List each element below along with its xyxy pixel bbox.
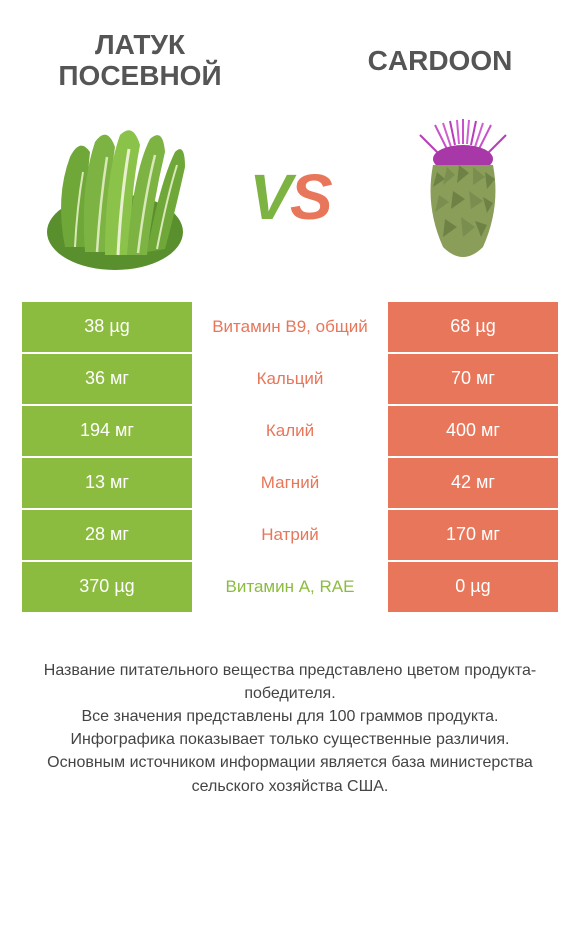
cell-nutrient-label: Кальций <box>192 354 388 404</box>
footer-line: Все значения представлены для 100 граммо… <box>30 705 550 728</box>
lettuce-icon <box>35 117 205 277</box>
product-left-title: ЛАТУК ПОСЕВНОЙ <box>40 30 240 92</box>
footer-line: Основным источником информации является … <box>30 751 550 797</box>
cell-nutrient-label: Витамин B9, общий <box>192 302 388 352</box>
cell-right-value: 42 мг <box>388 458 558 508</box>
lettuce-image <box>30 117 210 277</box>
footer-line: Инфографика показывает только существенн… <box>30 728 550 751</box>
product-right-title: CARDOON <box>340 30 540 77</box>
cell-left-value: 38 µg <box>22 302 192 352</box>
table-row: 13 мгМагний42 мг <box>22 458 558 508</box>
cell-nutrient-label: Калий <box>192 406 388 456</box>
cell-left-value: 194 мг <box>22 406 192 456</box>
cell-nutrient-label: Натрий <box>192 510 388 560</box>
cardoon-image <box>370 117 550 277</box>
cell-left-value: 36 мг <box>22 354 192 404</box>
table-row: 36 мгКальций70 мг <box>22 354 558 404</box>
cardoon-icon <box>395 117 525 277</box>
cell-right-value: 70 мг <box>388 354 558 404</box>
vs-v: V <box>249 161 290 233</box>
table-row: 194 мгКалий400 мг <box>22 406 558 456</box>
footer-line: Название питательного вещества представл… <box>30 659 550 705</box>
cell-right-value: 170 мг <box>388 510 558 560</box>
cell-right-value: 0 µg <box>388 562 558 612</box>
cell-right-value: 68 µg <box>388 302 558 352</box>
images-row: VS <box>0 102 580 302</box>
cell-nutrient-label: Витамин A, RAE <box>192 562 388 612</box>
cell-left-value: 28 мг <box>22 510 192 560</box>
table-row: 370 µgВитамин A, RAE0 µg <box>22 562 558 612</box>
footer-notes: Название питательного вещества представл… <box>0 614 580 798</box>
table-row: 28 мгНатрий170 мг <box>22 510 558 560</box>
cell-left-value: 13 мг <box>22 458 192 508</box>
table-row: 38 µgВитамин B9, общий68 µg <box>22 302 558 352</box>
cell-nutrient-label: Магний <box>192 458 388 508</box>
vs-label: VS <box>249 160 330 234</box>
nutrition-table: 38 µgВитамин B9, общий68 µg36 мгКальций7… <box>0 302 580 612</box>
cell-right-value: 400 мг <box>388 406 558 456</box>
header: ЛАТУК ПОСЕВНОЙ CARDOON <box>0 0 580 102</box>
cell-left-value: 370 µg <box>22 562 192 612</box>
vs-s: S <box>290 161 331 233</box>
